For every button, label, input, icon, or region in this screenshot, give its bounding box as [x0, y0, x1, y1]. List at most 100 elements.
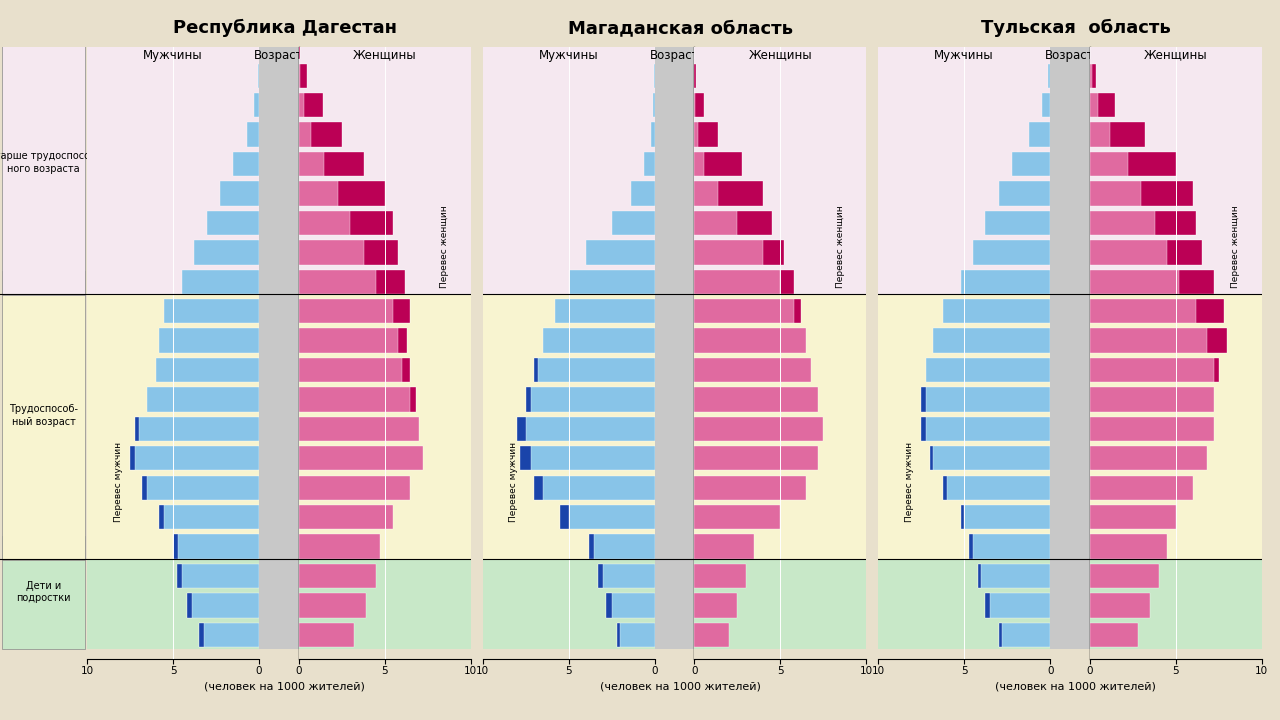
Bar [978, 564, 1050, 588]
Bar [534, 358, 538, 382]
Bar [631, 181, 654, 206]
Bar [1167, 240, 1202, 264]
Bar [517, 417, 526, 441]
Bar [136, 417, 259, 441]
Text: Мужчины: Мужчины [539, 48, 598, 61]
Bar [253, 93, 259, 117]
Text: Возраст: Возраст [255, 48, 303, 61]
Bar [695, 63, 696, 88]
Bar [969, 534, 1050, 559]
Bar [644, 152, 654, 176]
Text: Возраст: Возраст [650, 48, 699, 61]
Bar [694, 593, 737, 618]
Bar [1089, 299, 1224, 323]
Bar [589, 534, 654, 559]
Bar [411, 387, 416, 412]
Bar [526, 387, 531, 412]
Bar [589, 534, 594, 559]
Bar [961, 505, 964, 529]
Bar [718, 181, 763, 206]
Bar [1029, 122, 1050, 147]
Bar [1092, 63, 1096, 88]
Bar [694, 152, 742, 176]
Bar [298, 181, 385, 206]
Bar [483, 271, 654, 560]
Bar [303, 93, 323, 117]
Bar [1089, 152, 1176, 176]
Bar [978, 564, 982, 588]
Bar [298, 269, 406, 294]
Bar [694, 387, 818, 412]
Bar [376, 269, 406, 294]
Bar [298, 271, 471, 560]
Bar [298, 623, 353, 647]
Bar [207, 211, 259, 235]
Bar [259, 536, 298, 649]
Text: Мужчины: Мужчины [143, 48, 202, 61]
Bar [878, 30, 1050, 295]
Bar [351, 211, 393, 235]
Bar [694, 271, 867, 560]
Bar [698, 122, 718, 147]
Bar [521, 446, 654, 470]
Bar [654, 30, 694, 295]
Bar [694, 417, 823, 441]
Bar [1142, 181, 1193, 206]
Bar [943, 299, 1050, 323]
Bar [1089, 211, 1197, 235]
Bar [298, 299, 411, 323]
Bar [257, 63, 259, 88]
Bar [1089, 328, 1228, 353]
Bar [607, 593, 612, 618]
Bar [922, 387, 1050, 412]
Bar [1050, 30, 1089, 295]
Bar [526, 387, 654, 412]
Bar [131, 446, 136, 470]
Bar [1155, 211, 1197, 235]
Bar [159, 505, 259, 529]
Bar [694, 299, 801, 323]
Bar [998, 623, 1050, 647]
Bar [1089, 122, 1144, 147]
Bar [233, 152, 259, 176]
Bar [694, 623, 728, 647]
Bar [147, 387, 259, 412]
Bar [1089, 476, 1193, 500]
Bar [652, 122, 654, 147]
Bar [402, 358, 411, 382]
Bar [694, 211, 772, 235]
Bar [763, 240, 783, 264]
Bar [1048, 63, 1050, 88]
Bar [164, 299, 259, 323]
Text: Республика Дагестан: Республика Дагестан [173, 19, 397, 37]
Bar [1, 271, 86, 560]
Bar [1089, 181, 1193, 206]
Bar [298, 240, 398, 264]
Bar [131, 446, 259, 470]
Bar [1089, 593, 1149, 618]
Bar [554, 299, 654, 323]
Bar [1089, 30, 1262, 295]
Bar [193, 240, 259, 264]
Bar [298, 417, 419, 441]
Bar [298, 536, 471, 649]
Bar [598, 564, 603, 588]
Text: Старше трудоспособ-
ного возраста: Старше трудоспособ- ного возраста [0, 151, 100, 174]
Bar [568, 269, 654, 294]
Text: Перевес мужчин: Перевес мужчин [905, 442, 914, 522]
Bar [87, 536, 259, 649]
Bar [159, 505, 164, 529]
Bar [298, 328, 407, 353]
Bar [694, 93, 704, 117]
Bar [1089, 269, 1213, 294]
Bar [559, 505, 568, 529]
Bar [1207, 328, 1228, 353]
Bar [943, 476, 947, 500]
Bar [534, 476, 654, 500]
Bar [694, 63, 696, 88]
Bar [156, 358, 259, 382]
Text: Возраст: Возраст [1046, 48, 1094, 61]
Bar [364, 240, 398, 264]
Bar [298, 534, 379, 559]
Bar [617, 623, 621, 647]
